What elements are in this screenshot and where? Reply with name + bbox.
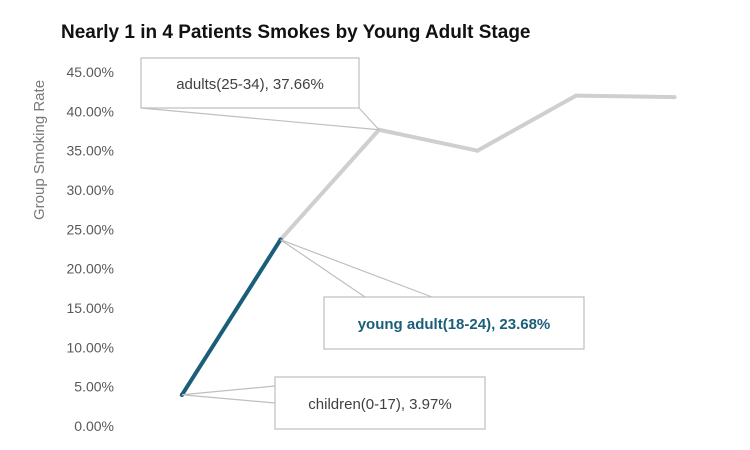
y-tick-label: 0.00% <box>74 418 114 434</box>
line-segment <box>475 93 578 153</box>
y-tick-label: 5.00% <box>74 379 114 395</box>
data-label: young adult(18-24), 23.68% <box>358 316 551 333</box>
callout-box <box>323 296 585 350</box>
y-tick-label: 30.00% <box>67 182 114 198</box>
chart-title: Nearly 1 in 4 Patients Smokes by Young A… <box>61 22 531 43</box>
y-tick-label: 20.00% <box>67 261 114 277</box>
y-tick-label: 40.00% <box>67 103 114 119</box>
callout-box <box>274 376 486 430</box>
y-tick-label: 25.00% <box>67 221 114 237</box>
line-segment <box>377 127 480 153</box>
y-tick-label: 10.00% <box>67 339 114 355</box>
line-segment <box>278 127 381 242</box>
data-label: children(0-17), 3.97% <box>308 396 451 413</box>
line-segment <box>574 93 677 100</box>
y-tick-label: 35.00% <box>67 143 114 159</box>
data-label: adults(25-34), 37.66% <box>176 76 324 93</box>
y-axis-label: Group Smoking Rate <box>31 80 48 220</box>
y-tick-label: 45.00% <box>67 64 114 80</box>
y-tick-label: 15.00% <box>67 300 114 316</box>
callout-leader <box>140 107 381 131</box>
highlight-line-segment <box>180 237 283 397</box>
callout-box <box>140 57 360 109</box>
callout-leader <box>280 239 433 298</box>
callout-leader <box>181 385 276 404</box>
